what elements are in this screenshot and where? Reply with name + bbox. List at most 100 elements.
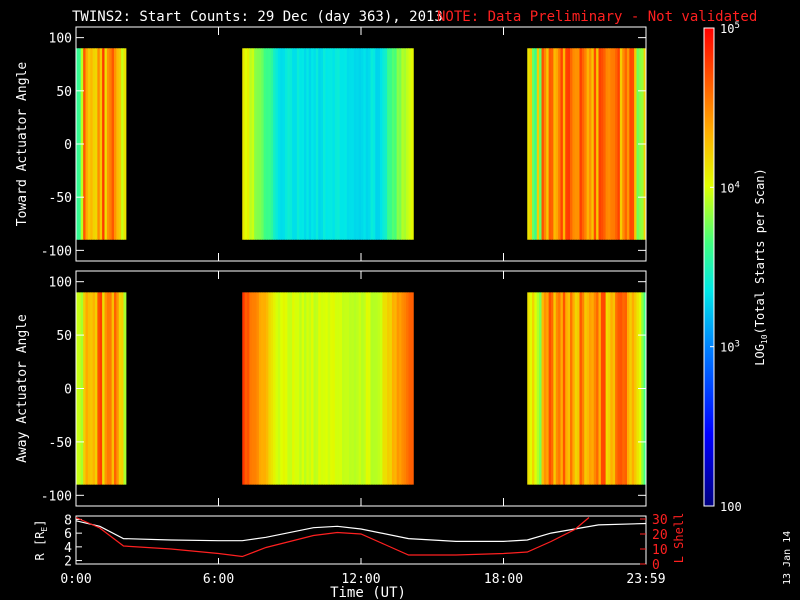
- heatmap-column: [622, 48, 626, 240]
- heatmap-column: [543, 292, 547, 485]
- heatmap-column: [368, 48, 371, 240]
- heatmap-column: [570, 292, 573, 485]
- heatmap-column: [532, 48, 535, 240]
- heatmap-column: [380, 48, 383, 240]
- heatmap-column: [85, 292, 89, 485]
- heatmap-column: [408, 48, 412, 240]
- heatmap-column: [256, 48, 260, 240]
- heatmap-column: [308, 292, 312, 485]
- heatmap-column: [622, 292, 626, 485]
- heatmap-column: [634, 292, 637, 485]
- heatmap-column: [560, 48, 564, 240]
- heatmap-column: [627, 292, 630, 485]
- heatmap-column: [289, 48, 293, 240]
- heatmap-column: [406, 48, 409, 240]
- heatmap-column: [273, 48, 276, 240]
- heatmap-column: [256, 292, 260, 485]
- heatmap-column: [249, 292, 253, 485]
- heatmap-column: [615, 292, 618, 485]
- heatmap-column: [87, 48, 91, 240]
- heatmap-column: [551, 48, 554, 240]
- heatmap-column: [285, 292, 288, 485]
- heatmap-column: [258, 48, 262, 240]
- heatmap-column: [358, 48, 362, 240]
- heatmap-column: [254, 48, 257, 240]
- heatmap-column: [589, 292, 592, 485]
- heatmap-column: [560, 292, 564, 485]
- heatmap-column: [365, 48, 369, 240]
- heatmap-column: [403, 292, 407, 485]
- colorbar-tick-label: 100: [720, 500, 742, 514]
- y-tick-label: -50: [49, 436, 72, 451]
- heatmap-column: [617, 48, 621, 240]
- heatmap-column: [363, 292, 367, 485]
- heatmap-column: [351, 48, 355, 240]
- heatmap-column: [242, 292, 246, 485]
- heatmap-column: [363, 48, 367, 240]
- orbit-left-label: R [RE]: [33, 520, 49, 561]
- heatmap-column: [287, 48, 291, 240]
- heatmap-column: [396, 292, 400, 485]
- heatmap-column: [325, 48, 329, 240]
- heatmap-column: [389, 292, 393, 485]
- orbit-right-tick-label: 10: [652, 543, 668, 558]
- heatmap-column: [247, 48, 250, 240]
- x-tick-label: 12:00: [341, 572, 380, 587]
- heatmap-column: [408, 292, 412, 485]
- heatmap-column: [612, 48, 616, 240]
- colorbar-tick-label: 105: [720, 21, 740, 36]
- heatmap-column: [123, 48, 127, 240]
- y-axis-label: Away Actuator Angle: [15, 314, 30, 463]
- heatmap-column: [313, 48, 317, 240]
- heatmap-column: [242, 48, 246, 240]
- heatmap-column: [589, 48, 592, 240]
- heatmap-column: [353, 292, 357, 485]
- heatmap-column: [353, 48, 357, 240]
- heatmap-column: [121, 48, 124, 240]
- heatmap-column: [629, 292, 633, 485]
- data-interval: [527, 292, 647, 485]
- heatmap-column: [327, 292, 331, 485]
- heatmap-column: [553, 48, 557, 240]
- heatmap-column: [330, 292, 333, 485]
- y-tick-label: 0: [64, 138, 72, 153]
- orbit-right-tick-label: 20: [652, 528, 668, 543]
- heatmap-column: [263, 292, 267, 485]
- heatmap-column: [610, 292, 614, 485]
- heatmap-column: [562, 48, 566, 240]
- heatmap-column: [95, 292, 98, 485]
- heatmap-column: [344, 292, 348, 485]
- orbit-left-tick-label: 8: [64, 513, 72, 528]
- time-axis: 0:00 6:00 12:00 18:00 23:59: [60, 558, 666, 587]
- heatmap-column: [268, 48, 272, 240]
- heatmap-column: [325, 292, 329, 485]
- heatmap-column: [534, 48, 538, 240]
- heatmap-column: [299, 292, 303, 485]
- y-tick-label: 50: [56, 85, 72, 100]
- heatmap-column: [370, 48, 374, 240]
- heatmap-column: [106, 292, 110, 485]
- heatmap-column: [581, 48, 585, 240]
- heatmap-column: [332, 48, 336, 240]
- heatmap-column: [320, 48, 324, 240]
- heatmap-column: [401, 292, 405, 485]
- heatmap-column: [323, 48, 326, 240]
- heatmap-column: [391, 292, 395, 485]
- heatmap-column: [277, 292, 281, 485]
- heatmap-column: [349, 292, 352, 485]
- heatmap-column: [541, 48, 545, 240]
- heatmap-column: [292, 48, 295, 240]
- heatmap-column: [277, 48, 281, 240]
- heatmap-column: [304, 48, 307, 240]
- heatmap-column: [104, 292, 108, 485]
- heatmap-column: [615, 48, 618, 240]
- heatmap-column: [600, 292, 604, 485]
- heatmap-column: [116, 48, 120, 240]
- heatmap-column: [394, 292, 398, 485]
- y-tick-label: 100: [49, 32, 72, 47]
- heatmap-column: [410, 48, 414, 240]
- orbit-right-tick-label: 30: [652, 513, 668, 528]
- heatmap-column: [365, 292, 369, 485]
- heatmap-column: [375, 292, 379, 485]
